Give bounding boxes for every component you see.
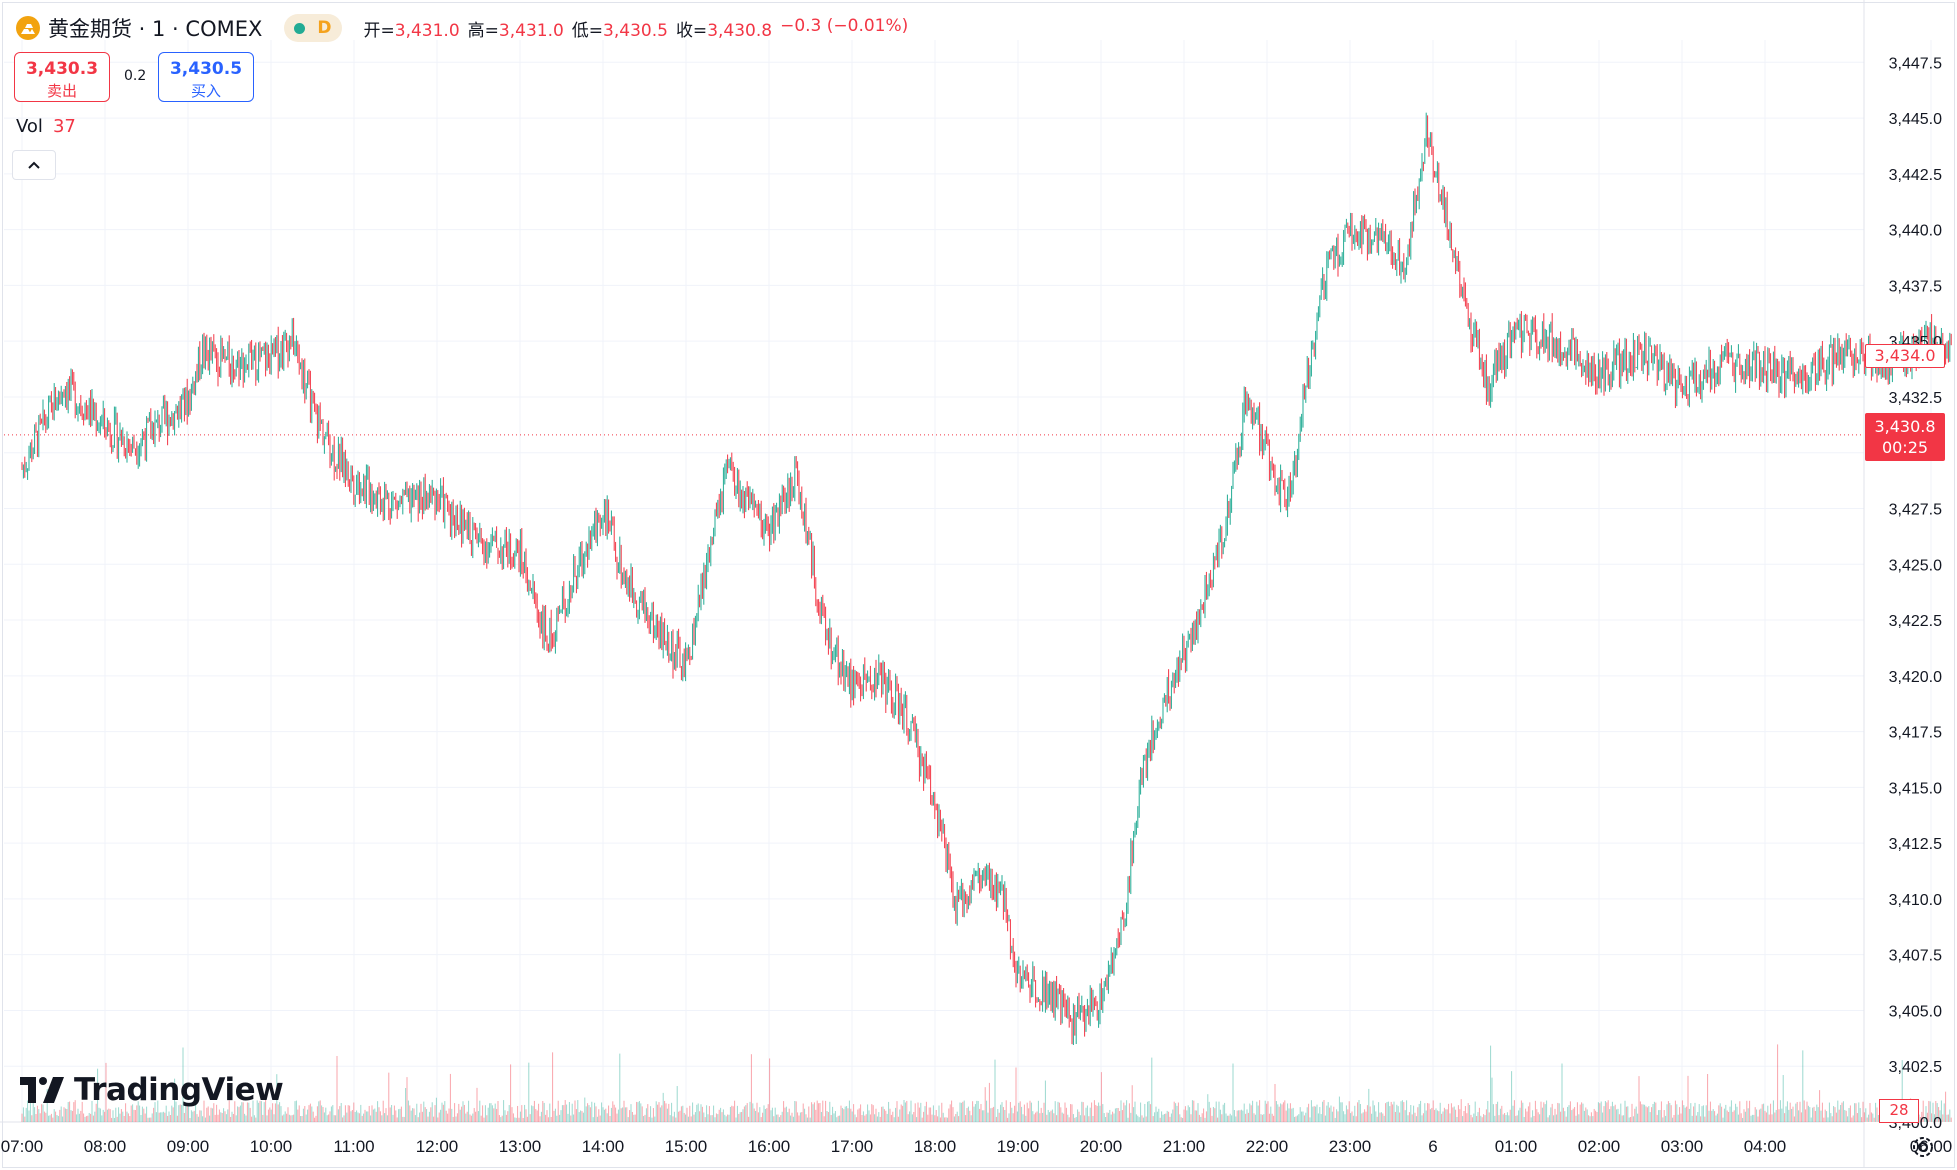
- sell-button[interactable]: 3,430.3 卖出: [14, 52, 110, 102]
- tradingview-wordmark: TradingView: [74, 1072, 284, 1108]
- symbol-title[interactable]: 黄金期货 · 1 · COMEX: [48, 17, 263, 41]
- price-tick-label: 3,440.0: [1889, 223, 1942, 240]
- current-price-tag: 3,430.8 00:25: [1865, 413, 1945, 461]
- price-tick-label: 3,425.0: [1889, 557, 1942, 574]
- candlesticks: [21, 112, 1952, 1046]
- price-tick-label: 3,432.5: [1889, 390, 1942, 407]
- volume-label: Vol: [16, 116, 43, 137]
- time-tick-label: 02:00: [1578, 1137, 1621, 1156]
- collapse-legend-button[interactable]: [12, 150, 56, 180]
- volume-tag: 28: [1879, 1099, 1919, 1123]
- high-value: 3,431.0: [498, 20, 564, 41]
- volume-value: 37: [52, 116, 76, 137]
- time-tick-label: 11:00: [333, 1137, 374, 1156]
- time-tick-label: 09:00: [167, 1137, 210, 1156]
- time-axis: 07:00 08:00 09:00 10:00 11:00 12:00 13:00 14:00…: [1, 1137, 1953, 1156]
- price-tick-label: 3,445.0: [1889, 111, 1942, 128]
- time-tick-label: 10:00: [250, 1137, 293, 1156]
- price-tick-label: 3,447.5: [1889, 55, 1942, 72]
- sell-label: 卖出: [46, 82, 77, 100]
- open-key: 开=: [363, 20, 395, 41]
- market-status-chip[interactable]: D: [284, 14, 342, 42]
- volume-legend: Vol 37: [16, 116, 76, 137]
- time-tick-label: 22:00: [1246, 1137, 1289, 1156]
- time-tick-label: 21:00: [1163, 1137, 1206, 1156]
- time-tick-label: 20:00: [1080, 1137, 1123, 1156]
- low-value: 3,430.5: [603, 20, 668, 41]
- buy-button[interactable]: 3,430.5 买入: [158, 52, 254, 102]
- change-value: −0.3 (−0.01%): [780, 15, 909, 36]
- time-tick-label: 17:00: [831, 1137, 874, 1156]
- high-price-tag: 3,434.0: [1865, 344, 1945, 368]
- time-tick-label: 08:00: [84, 1137, 127, 1156]
- price-tick-label: 3,417.5: [1889, 725, 1942, 742]
- price-axis: 3,447.53,445.03,442.53,440.03,437.53,435…: [1889, 55, 1942, 1132]
- price-tick-label: 3,437.5: [1889, 278, 1942, 295]
- price-tick-label: 3,412.5: [1889, 836, 1942, 853]
- close-key: 收=: [675, 20, 708, 41]
- price-tick-label: 3,427.5: [1889, 501, 1942, 518]
- gold-logo-icon: [16, 16, 40, 40]
- price-tick-label: 3,442.5: [1889, 167, 1942, 184]
- spread-value: 0.2: [124, 68, 147, 84]
- time-tick-label: 18:00: [914, 1137, 957, 1156]
- price-tick-label: 3,410.0: [1889, 892, 1942, 909]
- time-tick-label: 23:00: [1329, 1137, 1372, 1156]
- time-tick-label: 19:00: [997, 1137, 1040, 1156]
- price-tick-label: 3,402.5: [1889, 1059, 1942, 1076]
- volume-bars: [21, 1044, 1952, 1122]
- price-tick-label: 3,407.5: [1889, 948, 1942, 965]
- price-tick-label: 3,422.5: [1889, 613, 1942, 630]
- time-tick-label: 6: [1428, 1137, 1437, 1156]
- time-tick-label: 04:00: [1744, 1137, 1787, 1156]
- market-open-dot-icon: [294, 22, 306, 34]
- price-tick-label: 3,420.0: [1889, 669, 1942, 686]
- high-key: 高=: [467, 20, 499, 41]
- time-tick-label: 07:00: [1, 1137, 44, 1156]
- delayed-badge: D: [317, 18, 332, 38]
- buy-label: 买入: [190, 82, 221, 100]
- current-price-label: 3,430.8: [1874, 417, 1936, 436]
- tradingview-logo-icon: [20, 1077, 64, 1103]
- time-tick-label: 16:00: [748, 1137, 791, 1156]
- bar-countdown: 00:25: [1881, 438, 1929, 457]
- open-value: 3,431.0: [394, 20, 460, 41]
- sell-price: 3,430.3: [25, 59, 99, 79]
- buy-price: 3,430.5: [169, 59, 243, 79]
- price-tick-label: 3,405.0: [1889, 1003, 1942, 1020]
- time-tick-label: 12:00: [416, 1137, 459, 1156]
- chevron-up-icon: [28, 161, 40, 169]
- ohlc-legend: 开=3,431.0 高=3,431.0 低=3,430.5 收=3,430.8 …: [364, 16, 909, 41]
- close-value: 3,430.8: [707, 20, 773, 41]
- tradingview-watermark: TradingView: [20, 1072, 284, 1108]
- time-tick-label: 01:00: [1495, 1137, 1538, 1156]
- chart-header: 黄金期货 · 1 · COMEX D 开=3,431.0 高=3,431.0 低…: [16, 14, 908, 42]
- time-tick-label: 15:00: [665, 1137, 708, 1156]
- time-tick-label: 03:00: [1661, 1137, 1704, 1156]
- time-tick-label: 14:00: [582, 1137, 625, 1156]
- time-tick-label: 13:00: [499, 1137, 542, 1156]
- settings-gear-icon[interactable]: [1909, 1133, 1937, 1161]
- low-key: 低=: [571, 20, 604, 41]
- price-tick-label: 3,415.0: [1889, 780, 1942, 797]
